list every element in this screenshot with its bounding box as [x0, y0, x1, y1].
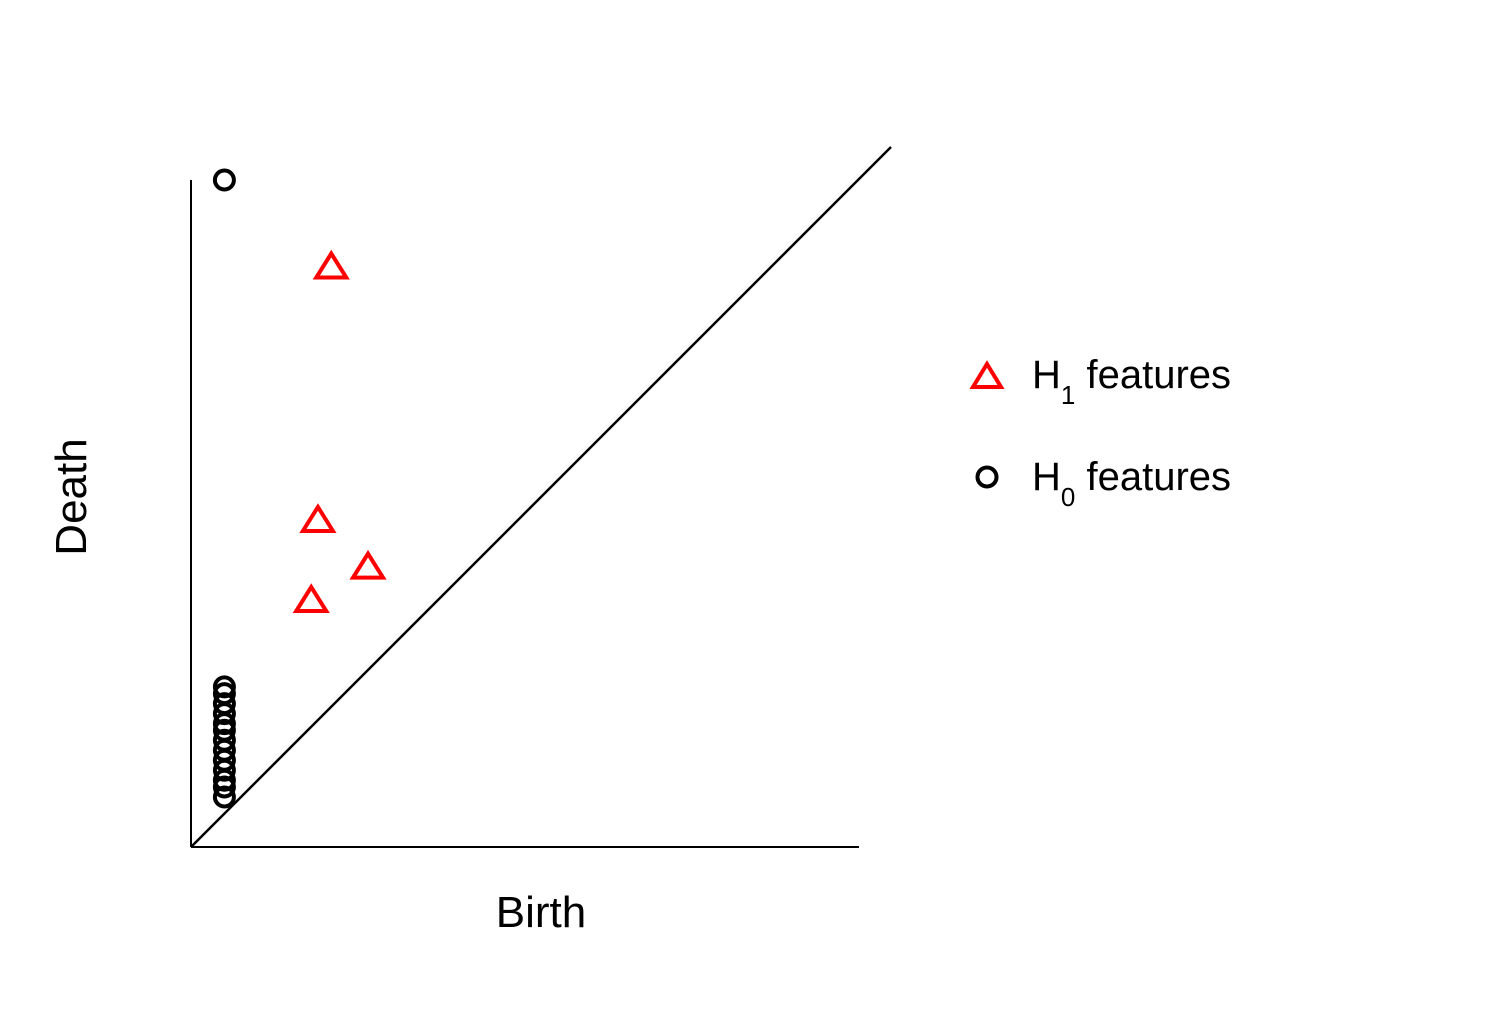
h1-triangle-point: [292, 583, 330, 614]
legend-h0-main: H: [1032, 455, 1061, 499]
h0-circle-point: [212, 702, 236, 726]
y-axis-label: Death: [47, 438, 96, 555]
legend-h1-sub: 1: [1061, 380, 1075, 410]
legend-triangle-marker: [969, 360, 1005, 389]
diagonal-line: [190, 146, 892, 848]
legend-item-h1: H1 features: [969, 353, 1231, 410]
legend-h1-rest: features: [1075, 353, 1231, 397]
h0-circle-point: [212, 775, 236, 799]
h0-circle-point: [212, 712, 236, 736]
x-axis-label: Birth: [496, 888, 586, 937]
h0-circle-point: [212, 168, 236, 192]
h1-triangle-point: [349, 549, 387, 580]
h0-circle-point: [212, 758, 236, 782]
legend: H1 features H0 features: [969, 353, 1231, 512]
legend-h0-sub: 0: [1061, 482, 1075, 512]
h0-circle-point: [212, 675, 236, 699]
plot-area: [190, 146, 892, 848]
legend-item-h0: H0 features: [975, 455, 1231, 512]
h1-triangle-point: [312, 249, 350, 280]
legend-label-h0: H0 features: [1032, 455, 1231, 512]
legend-circle-marker: [975, 465, 999, 489]
h1-triangle-point: [299, 503, 337, 533]
h0-circle-point: [212, 785, 236, 809]
data-marks: [212, 168, 387, 809]
legend-h1-main: H: [1032, 353, 1061, 397]
legend-label-h1: H1 features: [1032, 353, 1231, 410]
h0-circle-point: [212, 768, 236, 792]
legend-h0-rest: features: [1075, 455, 1231, 499]
